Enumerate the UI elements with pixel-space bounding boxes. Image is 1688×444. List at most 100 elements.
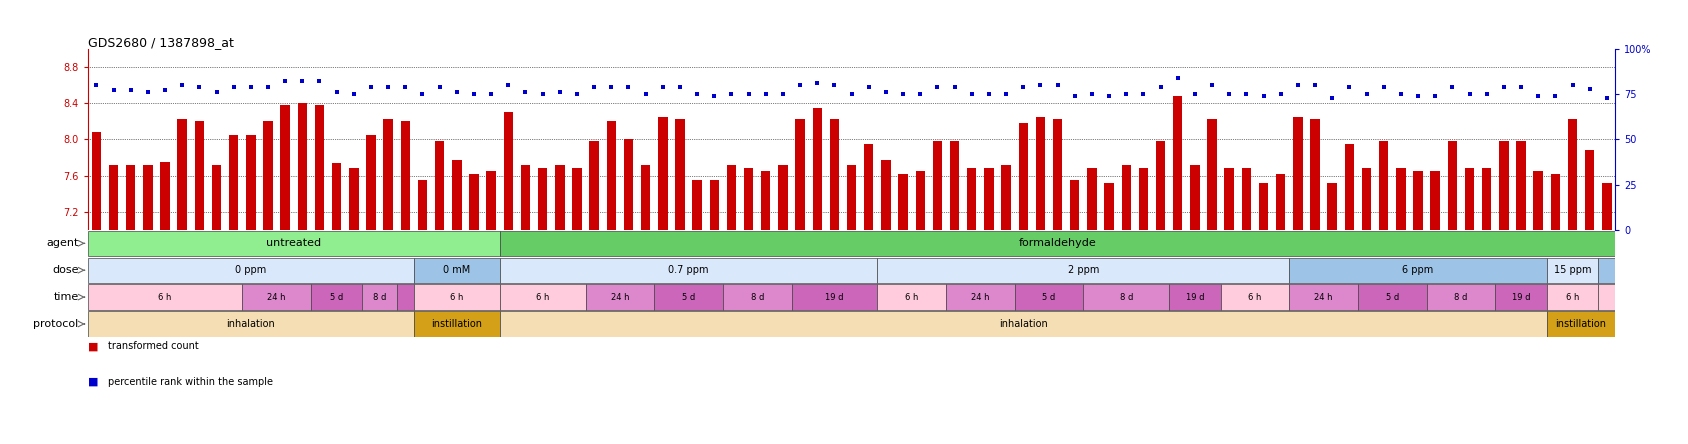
Bar xyxy=(812,108,822,230)
Text: 5 d: 5 d xyxy=(1386,293,1399,301)
Bar xyxy=(950,141,959,230)
Bar xyxy=(500,231,1615,256)
Text: 5 d: 5 d xyxy=(1043,293,1055,301)
Point xyxy=(787,82,814,89)
Bar xyxy=(915,171,925,230)
Point xyxy=(734,91,761,98)
Text: 6 h: 6 h xyxy=(537,293,549,301)
Bar xyxy=(1465,168,1474,230)
Bar xyxy=(675,119,685,230)
Bar xyxy=(1482,168,1492,230)
Point xyxy=(631,91,658,98)
Bar xyxy=(230,135,238,230)
Text: GDS2680 / 1387898_at: GDS2680 / 1387898_at xyxy=(88,36,233,49)
Bar xyxy=(1121,165,1131,230)
Text: ■: ■ xyxy=(88,341,98,351)
Text: 5 d: 5 d xyxy=(331,293,343,301)
Point xyxy=(1335,83,1362,91)
Bar xyxy=(1448,141,1457,230)
Bar xyxy=(878,285,945,310)
Bar xyxy=(333,163,341,230)
Bar xyxy=(586,285,655,310)
Bar xyxy=(538,168,547,230)
Point xyxy=(976,91,1003,98)
Point xyxy=(1301,82,1328,89)
Bar xyxy=(606,121,616,230)
Text: 2 ppm: 2 ppm xyxy=(1067,265,1099,275)
Text: 6 h: 6 h xyxy=(905,293,918,301)
Bar xyxy=(1345,144,1354,230)
Bar xyxy=(1568,119,1577,230)
Bar xyxy=(397,285,414,310)
Bar xyxy=(1327,183,1337,230)
Bar xyxy=(280,105,290,230)
Text: dose: dose xyxy=(52,265,79,275)
Point xyxy=(717,91,744,98)
Bar xyxy=(1426,285,1496,310)
Bar xyxy=(1516,141,1526,230)
Point xyxy=(1079,91,1106,98)
Point xyxy=(959,91,986,98)
Bar xyxy=(1104,183,1114,230)
Text: 19 d: 19 d xyxy=(1185,293,1204,301)
Bar xyxy=(1546,258,1599,283)
Point xyxy=(169,82,196,89)
Bar xyxy=(1496,285,1546,310)
Bar xyxy=(363,285,397,310)
Point xyxy=(238,83,265,91)
Point xyxy=(152,87,179,94)
Bar xyxy=(194,121,204,230)
Point xyxy=(1096,92,1123,99)
Bar xyxy=(658,117,667,230)
Point xyxy=(1215,91,1242,98)
Bar xyxy=(984,168,994,230)
Point xyxy=(219,83,246,91)
Bar xyxy=(108,165,118,230)
Text: 6 h: 6 h xyxy=(451,293,464,301)
Bar xyxy=(314,105,324,230)
Bar xyxy=(1533,171,1543,230)
Bar xyxy=(414,311,500,337)
Bar xyxy=(625,139,633,230)
Bar xyxy=(1170,285,1220,310)
Point xyxy=(306,78,333,85)
Text: 19 d: 19 d xyxy=(1512,293,1531,301)
Bar xyxy=(933,141,942,230)
Point xyxy=(1165,74,1192,81)
Text: 0 mM: 0 mM xyxy=(444,265,471,275)
Bar xyxy=(1599,285,1615,310)
Text: untreated: untreated xyxy=(267,238,321,248)
Bar xyxy=(452,160,461,230)
Point xyxy=(1112,91,1139,98)
Bar xyxy=(211,165,221,230)
Bar xyxy=(469,174,479,230)
Bar xyxy=(500,285,586,310)
Point xyxy=(495,82,522,89)
Bar xyxy=(1310,119,1320,230)
Bar xyxy=(1585,150,1595,230)
Bar xyxy=(1259,183,1268,230)
Bar xyxy=(1430,171,1440,230)
Bar xyxy=(1173,96,1182,230)
Bar xyxy=(1546,311,1615,337)
Bar xyxy=(722,285,792,310)
Point xyxy=(1318,94,1345,101)
Point xyxy=(650,83,677,91)
Point xyxy=(1524,92,1551,99)
Point xyxy=(135,89,162,96)
Point xyxy=(1404,92,1431,99)
Text: time: time xyxy=(54,292,79,302)
Text: protocol: protocol xyxy=(34,319,79,329)
Bar xyxy=(761,171,770,230)
Text: percentile rank within the sample: percentile rank within the sample xyxy=(108,377,273,387)
Point xyxy=(1045,82,1072,89)
Point xyxy=(614,83,641,91)
Bar xyxy=(1014,285,1084,310)
Point xyxy=(1182,91,1209,98)
Point xyxy=(341,91,368,98)
Bar xyxy=(246,135,255,230)
Point xyxy=(528,91,555,98)
Text: 0 ppm: 0 ppm xyxy=(235,265,267,275)
Point xyxy=(1388,91,1415,98)
Bar xyxy=(400,121,410,230)
